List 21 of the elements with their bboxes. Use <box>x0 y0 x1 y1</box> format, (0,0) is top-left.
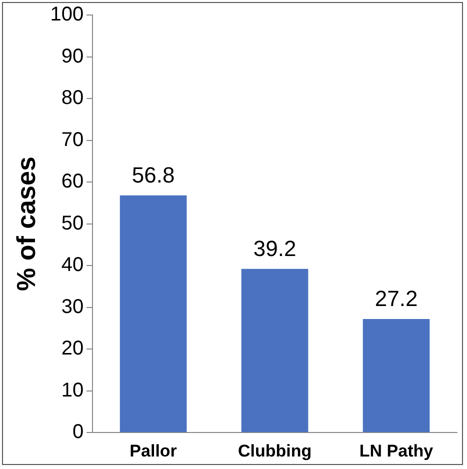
y-tick-label: 100 <box>50 4 84 26</box>
bar <box>362 319 430 432</box>
bar <box>241 268 308 432</box>
y-tick-label: 10 <box>61 379 84 402</box>
y-tick-label: 0 <box>72 421 84 444</box>
bar <box>120 195 187 432</box>
y-tick-label: 30 <box>61 296 84 318</box>
y-tick-label: 60 <box>61 170 84 193</box>
y-tick-label: 20 <box>61 338 84 360</box>
data-label: 27.2 <box>374 286 418 312</box>
y-tick-label: 50 <box>61 212 84 234</box>
y-tick-label: 40 <box>61 254 84 276</box>
y-tick-label: 80 <box>61 87 84 110</box>
data-label: 39.2 <box>253 236 296 261</box>
y-axis-title: % of cases <box>10 156 41 292</box>
x-tick-label: LN Pathy <box>359 441 434 460</box>
y-tick-label: 90 <box>61 45 84 68</box>
x-tick-label: Clubbing <box>238 441 312 460</box>
x-tick-label: Pallor <box>130 441 178 460</box>
y-tick-label: 70 <box>61 128 84 151</box>
data-label: 56.8 <box>132 162 175 188</box>
